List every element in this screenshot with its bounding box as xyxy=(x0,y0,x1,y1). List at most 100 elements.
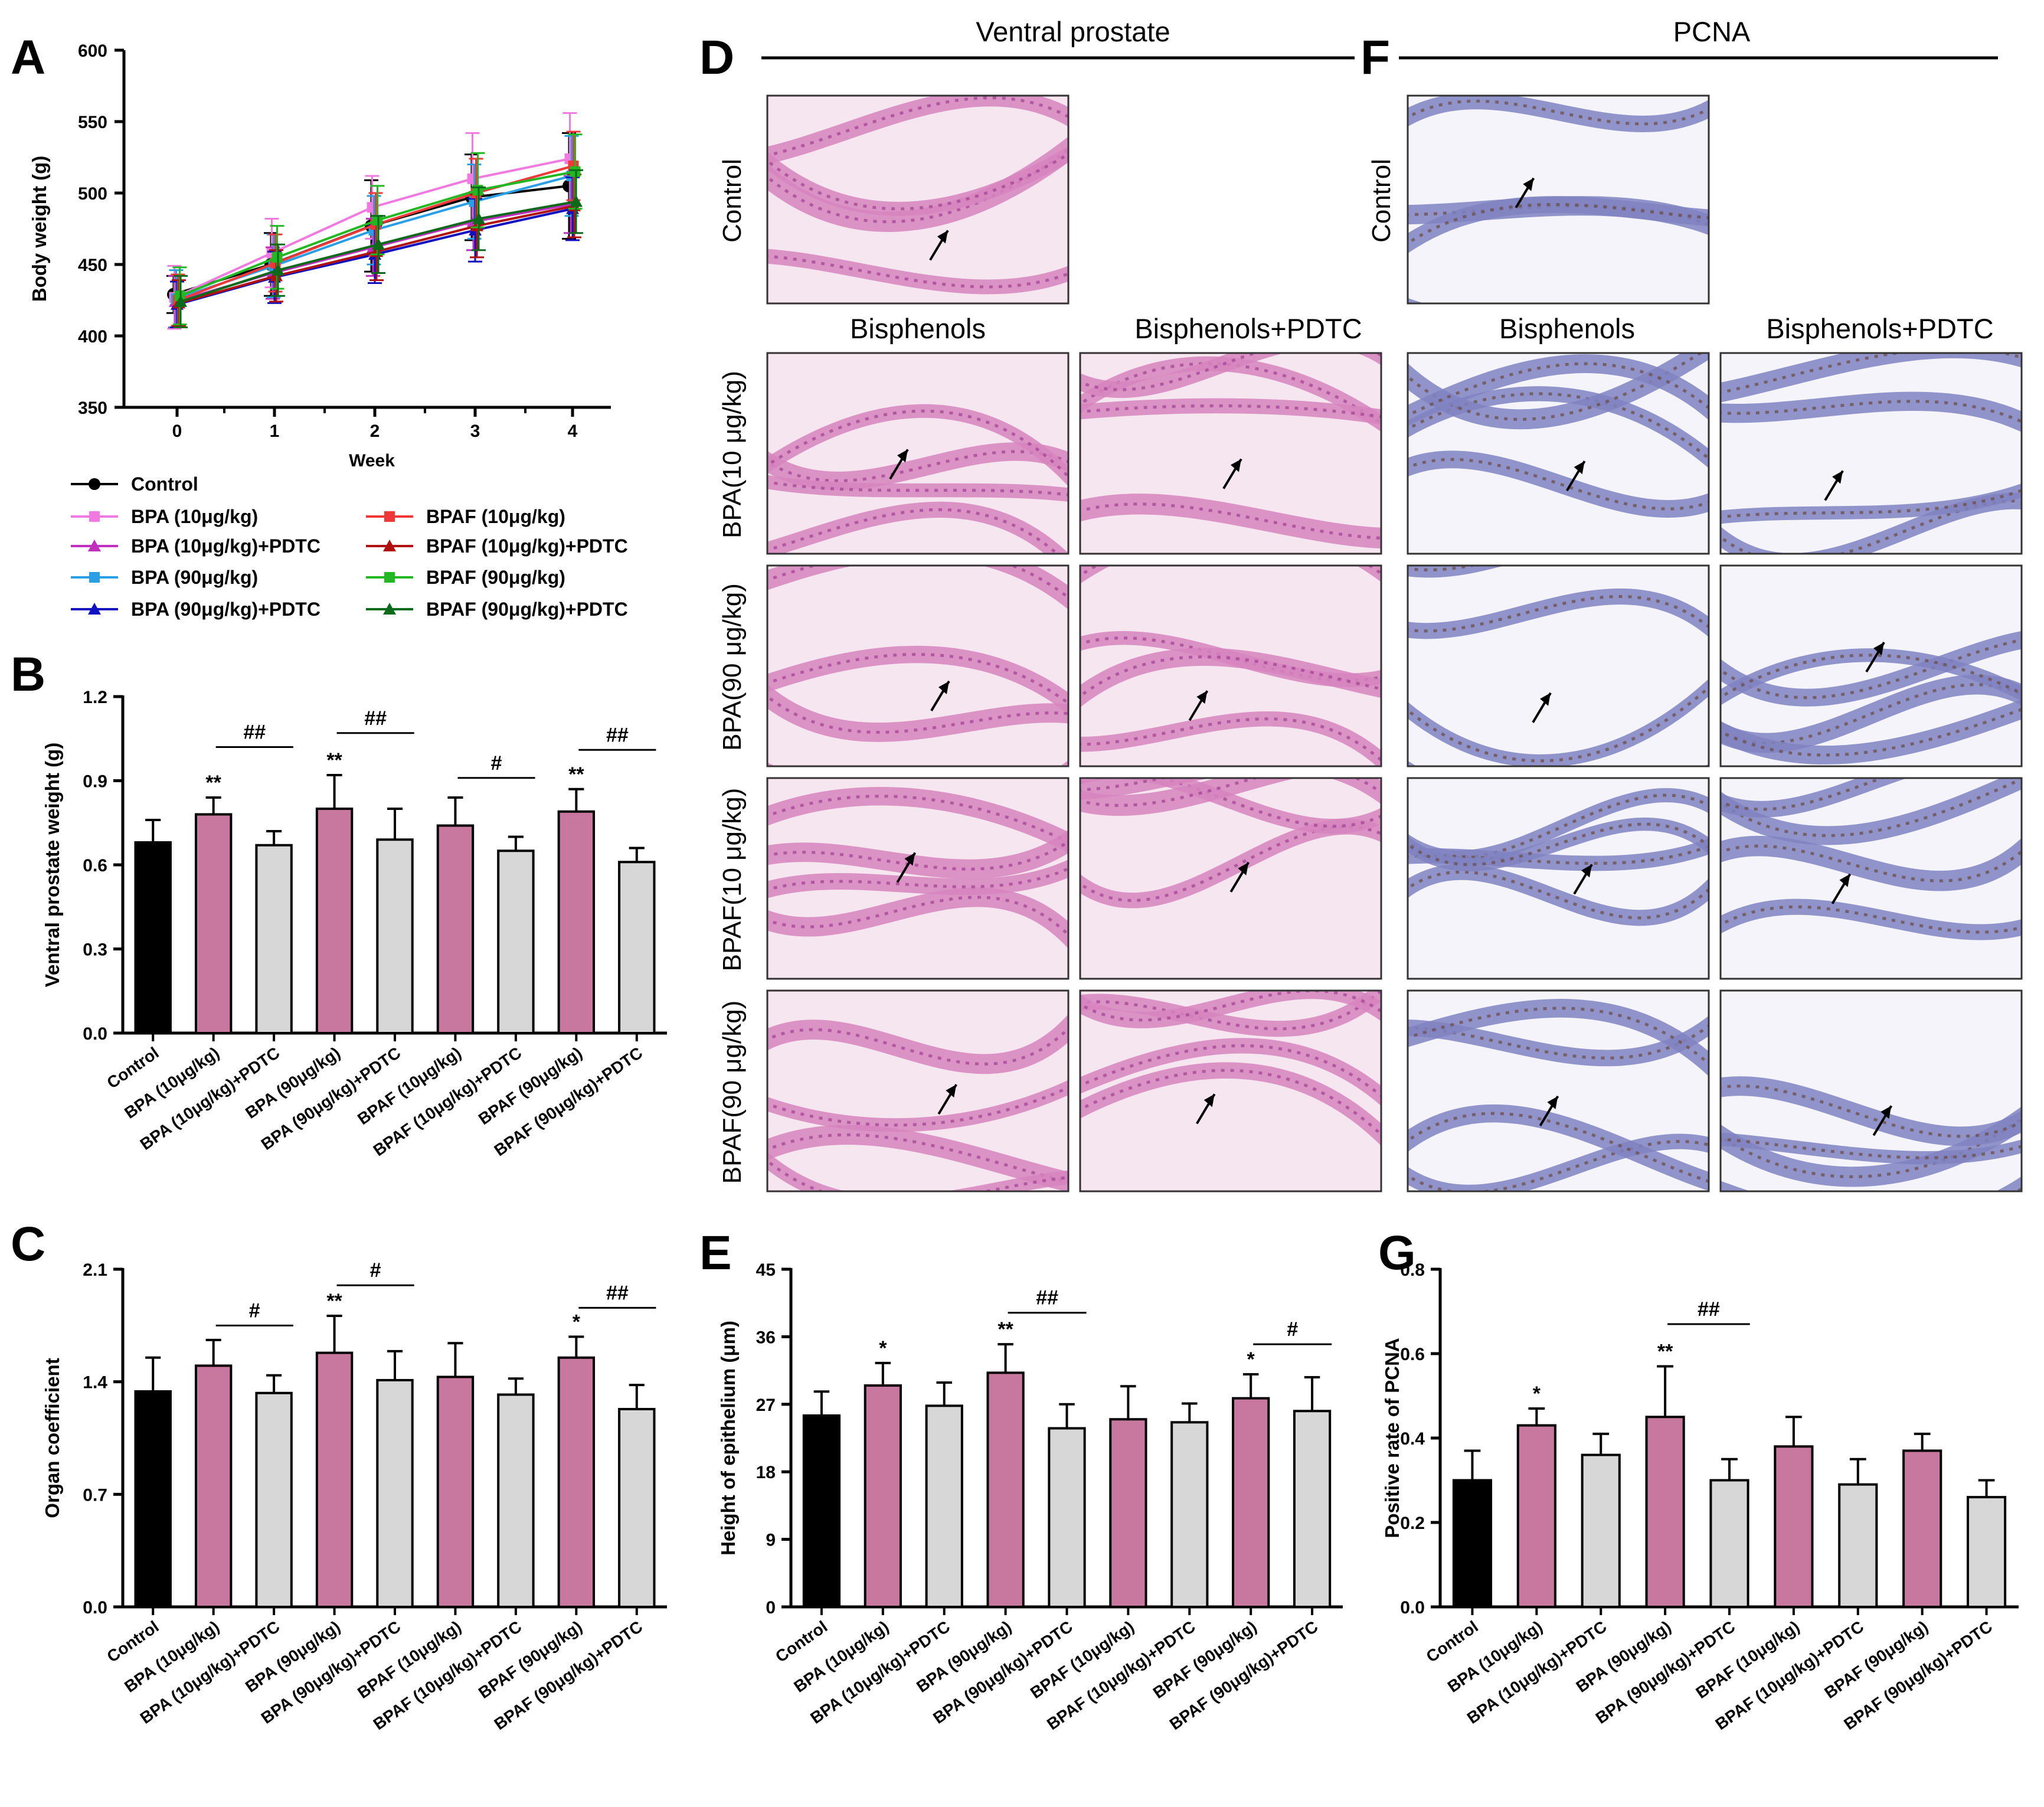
e-bar-1 xyxy=(864,1384,902,1608)
g-bar-1 xyxy=(1516,1424,1556,1609)
c-y-tick-label: 0.0 xyxy=(83,1598,107,1618)
g-bar-0 xyxy=(1452,1479,1493,1608)
legend-marker xyxy=(89,572,100,583)
panel-letter-c: C xyxy=(11,1217,45,1271)
nuclei-row xyxy=(1721,778,2022,837)
tissue-band xyxy=(767,787,1068,853)
g-bar-7 xyxy=(1902,1449,1942,1608)
micrograph-image xyxy=(1080,991,1381,1191)
nuclei-row xyxy=(767,480,1068,496)
e-y-tick-label: 27 xyxy=(756,1396,776,1415)
body-weight-legend: Control BPA (10μg/kg) BPA (10μg/kg)+PDTC BP… xyxy=(71,473,628,620)
f-control-micrograph xyxy=(1407,94,1710,305)
c-bar-2 xyxy=(255,1391,293,1609)
nuclei-row xyxy=(1721,1138,2022,1159)
row-label-bpaf-10: BPAF(10 μg/kg) xyxy=(718,788,747,972)
micrograph-border xyxy=(1407,352,1710,555)
micrograph-border xyxy=(1407,564,1710,767)
a-x-tick-label: 3 xyxy=(470,421,480,441)
a-data-point xyxy=(174,295,187,307)
legend-marker xyxy=(383,603,396,615)
arrow-head xyxy=(1230,459,1241,472)
a-y-tick-label: 600 xyxy=(78,41,107,61)
legend-marker xyxy=(89,511,100,522)
nuclei-row xyxy=(1721,489,2022,519)
e-x-tick-label: BPAF (90μg/kg) xyxy=(1150,1618,1260,1703)
c-significance-star: * xyxy=(573,1311,581,1333)
b-y-tick-label: 1.2 xyxy=(83,688,107,707)
legend-marker xyxy=(88,603,101,615)
c-y-axis-label: Organ coefficient xyxy=(41,1358,63,1518)
g-bar-4 xyxy=(1709,1479,1749,1608)
micrograph-image xyxy=(767,353,1068,554)
nuclei-row xyxy=(1408,822,1709,867)
e-bar-2 xyxy=(925,1404,963,1609)
legend-entry-label: BPAF (90μg/kg) xyxy=(426,567,565,588)
nuclei-row xyxy=(1408,202,1709,246)
arrow-head xyxy=(1839,874,1850,887)
b-bar-7 xyxy=(557,810,596,1034)
e-bar-4 xyxy=(1048,1427,1086,1609)
legend-entry-label: BPA (10μg/kg) xyxy=(131,506,258,527)
tissue-band xyxy=(1080,353,1381,398)
legend-marker xyxy=(384,511,395,522)
micrograph-image xyxy=(1721,566,2022,766)
b-y-tick-label: 0.0 xyxy=(83,1024,107,1044)
g-bar-8 xyxy=(1966,1496,2007,1609)
g-bar-3 xyxy=(1645,1416,1685,1608)
b-bar-4 xyxy=(376,838,414,1034)
c-significance-star: ** xyxy=(326,1290,342,1312)
tissue-band xyxy=(767,404,1068,487)
micrograph-image xyxy=(1080,566,1381,766)
nuclei-row xyxy=(1080,991,1381,1022)
e-y-tick-label: 0 xyxy=(766,1598,776,1618)
legend-entry-label: BPAF (90μg/kg)+PDTC xyxy=(426,599,628,620)
arrow-head xyxy=(1873,642,1885,656)
nuclei-row xyxy=(1080,655,1381,698)
d-control-micrograph xyxy=(766,94,1070,305)
micrograph-image xyxy=(1408,991,1709,1191)
arrow-head xyxy=(1203,1094,1215,1107)
d-micrograph-r1-c1 xyxy=(1079,564,1382,767)
nuclei-row xyxy=(1408,595,1709,633)
legend-marker xyxy=(384,572,395,583)
micrograph-image xyxy=(1408,778,1709,979)
e-significance-star: * xyxy=(879,1337,887,1360)
nuclei-row xyxy=(1721,400,2022,424)
nuclei-row xyxy=(767,867,1068,891)
b-x-tick-label: BPAF (90μg/kg) xyxy=(475,1044,586,1129)
arrow-head xyxy=(1832,470,1843,484)
c-comparison-label: ## xyxy=(606,1282,629,1304)
ventral-prostate-title: Ventral prostate xyxy=(976,16,1170,47)
b-bar-8 xyxy=(618,861,656,1034)
pcna-positive-rate-bar-chart: 0.0 0.2 0.4 0.6 0.8 Positive rate of PCNA Cont… xyxy=(1381,1260,2019,1733)
b-y-axis-label: Ventral prostate weight (g) xyxy=(41,743,63,987)
tissue-band xyxy=(767,501,1068,554)
micrograph-image xyxy=(1408,96,1709,303)
a-y-tick-label: 500 xyxy=(78,184,107,204)
f-col-bisphenols-label: Bisphenols xyxy=(1499,313,1635,344)
arrow-head xyxy=(897,449,908,463)
g-comparison-label: ## xyxy=(1698,1298,1720,1321)
f-micrograph-r0-c0 xyxy=(1407,352,1710,555)
b-bar-2 xyxy=(255,844,293,1034)
b-bar-3 xyxy=(315,808,354,1034)
micrograph-border xyxy=(1079,564,1382,767)
f-micrograph-r0-c1 xyxy=(1719,352,2023,555)
d-col-bisphenols-label: Bisphenols xyxy=(850,313,986,344)
micrograph-image xyxy=(767,96,1068,303)
nuclei-row xyxy=(767,839,1068,871)
tissue-band xyxy=(1721,353,2022,403)
arrow-head xyxy=(1238,862,1249,875)
nuclei-row xyxy=(1408,353,1703,421)
nuclei-row xyxy=(1408,870,1709,920)
arrow-head xyxy=(1547,1096,1558,1109)
micrograph-border xyxy=(1719,777,2023,980)
panel-letter-a: A xyxy=(11,31,45,84)
nuclei-row xyxy=(1721,653,2022,700)
f-micrograph-r2-c1 xyxy=(1719,777,2023,980)
panel-letter-g: G xyxy=(1378,1226,1416,1280)
micrograph-image xyxy=(1408,353,1709,554)
